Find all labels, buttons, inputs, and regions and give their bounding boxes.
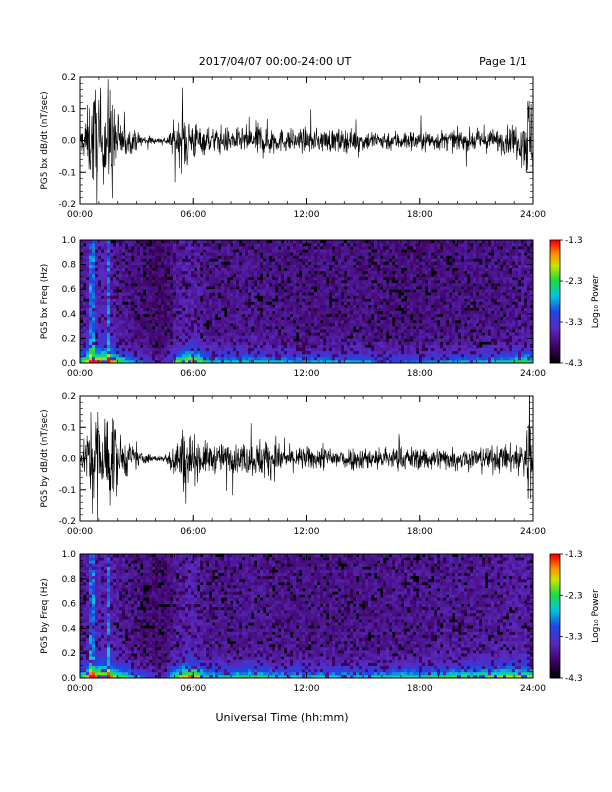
y-axis-label: PG5 by dB/dt (nT/sec) bbox=[40, 409, 50, 507]
x-axis-label: Universal Time (hh:mm) bbox=[216, 711, 349, 724]
page-number: Page 1/1 bbox=[479, 55, 527, 68]
y-tick-label: 0.4 bbox=[62, 310, 77, 320]
plot-frame bbox=[79, 239, 534, 364]
plot-frame bbox=[79, 395, 534, 522]
y-tick-label: -0.1 bbox=[58, 486, 76, 496]
y-tick-label: 0.0 bbox=[62, 137, 77, 147]
x-tick-label: 24:00 bbox=[520, 210, 546, 220]
y-tick-label: 0.6 bbox=[62, 285, 77, 295]
x-tick-label: 12:00 bbox=[294, 210, 320, 220]
y-tick-label: 0.0 bbox=[62, 455, 77, 465]
colorbar-tick-label: -1.3 bbox=[565, 236, 583, 246]
y-tick-label: 0.8 bbox=[62, 575, 77, 585]
x-tick-label: 24:00 bbox=[520, 684, 546, 694]
x-tick-label: 18:00 bbox=[407, 527, 433, 537]
x-tick-label: 00:00 bbox=[67, 684, 93, 694]
colorbar: -1.3 -2.3 -3.3 -4.3 Log₁₀ Power bbox=[549, 236, 601, 369]
y-tick-label: 0.4 bbox=[62, 624, 77, 634]
x-tick-label: 00:00 bbox=[67, 369, 93, 379]
y-tick-label: 0.2 bbox=[62, 73, 76, 83]
y-tick-label: -0.1 bbox=[58, 168, 76, 178]
y-tick-label: 0.2 bbox=[62, 334, 76, 344]
panels: 00:00 06:00 12:00 18:00 24:00 0.2 0.1 0.0 -0.1 -0… bbox=[40, 73, 601, 694]
axes-by-dbdt: 00:00 06:00 12:00 18:00 24:00 0.2 0.1 0.0 -0.1 -0… bbox=[40, 392, 546, 537]
colorbar: -1.3 -2.3 -3.3 -4.3 Log₁₀ Power bbox=[549, 550, 601, 684]
x-tick-label: 00:00 bbox=[67, 210, 93, 220]
date-range-title: 2017/04/07 00:00-24:00 UT bbox=[199, 55, 352, 68]
y-tick-label: 0.8 bbox=[62, 261, 77, 271]
axes-bx-dbdt: 00:00 06:00 12:00 18:00 24:00 0.2 0.1 0.0 -0.1 -0… bbox=[40, 73, 546, 220]
colorbar-label: Log₁₀ Power bbox=[591, 275, 601, 329]
plot-frame bbox=[79, 553, 534, 679]
x-tick-label: 12:00 bbox=[294, 369, 320, 379]
y-tick-label: 0.0 bbox=[62, 674, 77, 684]
x-tick-label: 18:00 bbox=[407, 210, 433, 220]
colorbar-tick-label: -2.3 bbox=[565, 277, 583, 287]
colorbar-label: Log₁₀ Power bbox=[591, 589, 601, 643]
x-tick-label: 06:00 bbox=[180, 684, 206, 694]
y-axis-label: PG5 by Freq (Hz) bbox=[40, 578, 50, 654]
y-tick-label: -0.2 bbox=[58, 200, 76, 210]
y-tick-label: 0.1 bbox=[62, 105, 76, 115]
colorbar-tick-label: -1.3 bbox=[565, 550, 583, 560]
plot-frame bbox=[79, 76, 534, 205]
y-tick-label: 1.0 bbox=[62, 236, 77, 246]
x-tick-label: 00:00 bbox=[67, 527, 93, 537]
spectrogram-by-freq bbox=[80, 554, 534, 679]
colorbar-tick-label: -4.3 bbox=[565, 674, 583, 684]
colorbar-tick-label: -2.3 bbox=[565, 591, 583, 601]
spectrogram-bx-freq bbox=[80, 240, 534, 364]
series-line-bx-dbdt bbox=[80, 79, 533, 204]
x-tick-label: 24:00 bbox=[520, 527, 546, 537]
y-tick-label: 1.0 bbox=[62, 550, 77, 560]
x-tick-label: 18:00 bbox=[407, 369, 433, 379]
axes-by-freq: 00:00 06:00 12:00 18:00 24:00 1.0 0.8 0.6 0.4 0.2… bbox=[40, 550, 546, 694]
x-tick-label: 06:00 bbox=[180, 210, 206, 220]
y-axis-label: PG5 bx Freq (Hz) bbox=[40, 264, 50, 340]
colorbar-tick-label: -3.3 bbox=[565, 633, 583, 643]
y-tick-label: -0.2 bbox=[58, 517, 76, 527]
x-tick-label: 06:00 bbox=[180, 527, 206, 537]
y-tick-label: 0.1 bbox=[62, 423, 76, 433]
x-tick-label: 12:00 bbox=[294, 527, 320, 537]
series-line-by-dbdt bbox=[80, 396, 533, 521]
y-tick-label: 0.2 bbox=[62, 649, 76, 659]
colorbar-tick-label: -4.3 bbox=[565, 359, 583, 369]
y-tick-label: 0.0 bbox=[62, 359, 77, 369]
axes-bx-freq: 00:00 06:00 12:00 18:00 24:00 1.0 0.8 0.6 0.4 0.2… bbox=[40, 236, 546, 379]
y-axis-label: PG5 bx dB/dt (nT/sec) bbox=[40, 91, 50, 189]
x-tick-label: 18:00 bbox=[407, 684, 433, 694]
y-tick-label: 0.2 bbox=[62, 392, 76, 402]
x-tick-label: 24:00 bbox=[520, 369, 546, 379]
colorbar-tick-label: -3.3 bbox=[565, 318, 583, 328]
x-tick-label: 06:00 bbox=[180, 369, 206, 379]
y-tick-label: 0.6 bbox=[62, 600, 77, 610]
x-tick-label: 12:00 bbox=[294, 684, 320, 694]
